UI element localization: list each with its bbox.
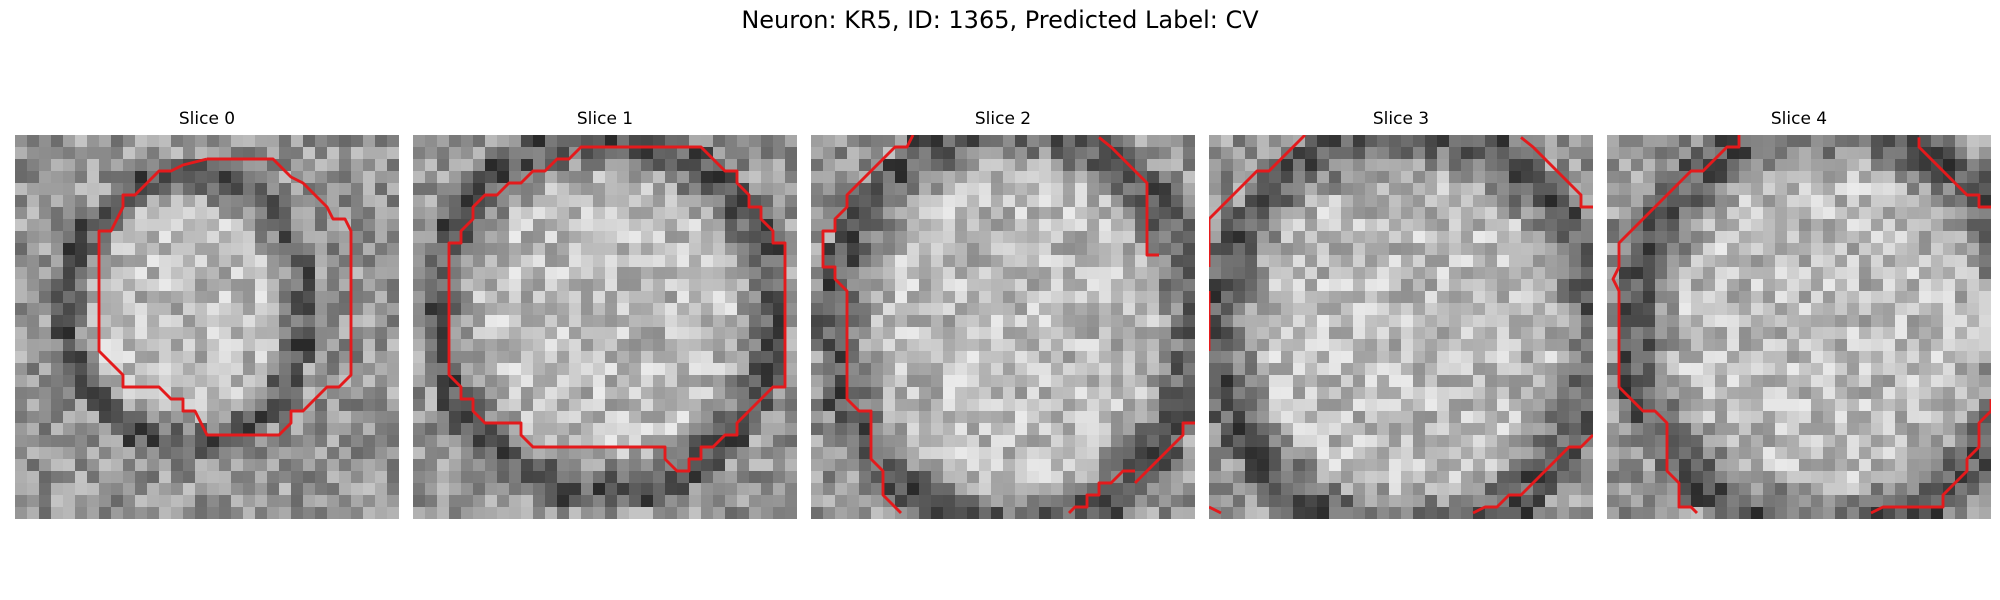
segmentation-contour	[1133, 421, 1195, 485]
slice-panel-1: Slice 1	[413, 108, 797, 522]
slice-image	[811, 135, 1195, 519]
segmentation-contour	[1098, 136, 1159, 257]
segmentation-contour	[1209, 135, 1307, 267]
segmentation-contour	[1472, 433, 1593, 515]
slice-panel-0: Slice 0	[15, 108, 399, 522]
slice-image	[413, 135, 797, 519]
slice-title: Slice 3	[1372, 109, 1430, 129]
slice-image	[1607, 135, 1991, 519]
figure-title: Neuron: KR5, ID: 1365, Predicted Label: …	[741, 6, 1259, 34]
segmentation-contour	[447, 145, 787, 473]
segmentation-contour	[1209, 505, 1222, 515]
slice-panel-4: Slice 4	[1607, 108, 1991, 522]
slice-panel-3: Slice 3	[1209, 108, 1593, 522]
segmentation-contour	[97, 157, 353, 437]
segmentation-contour	[1611, 135, 1741, 515]
slice-image	[1209, 135, 1593, 519]
segmentation-contour	[1917, 137, 1991, 209]
segmentation-contour	[1520, 136, 1593, 209]
slice-image	[15, 135, 399, 519]
slice-title: Slice 0	[178, 109, 236, 129]
segmentation-contour	[1870, 399, 1991, 515]
slice-title: Slice 1	[576, 109, 634, 129]
slice-title: Slice 4	[1770, 109, 1828, 129]
segmentation-contour	[821, 135, 915, 515]
slice-panel-2: Slice 2	[811, 108, 1195, 522]
segmentation-contour	[1067, 469, 1135, 515]
slice-title: Slice 2	[974, 109, 1032, 129]
